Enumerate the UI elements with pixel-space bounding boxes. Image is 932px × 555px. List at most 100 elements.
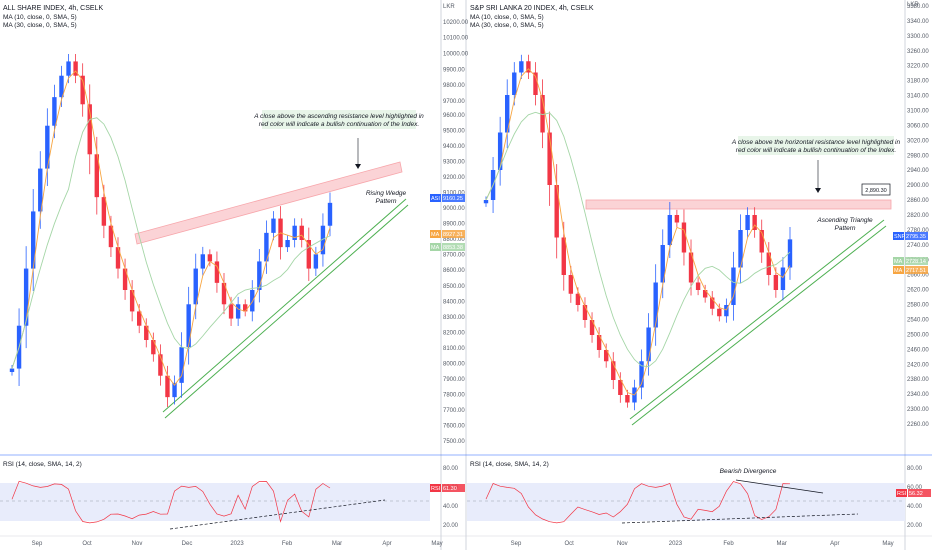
left-rsi-legend: RSI (14, close, SMA, 14, 2) [3,461,82,468]
right-candle-body [710,297,715,309]
right-horizontal-resistance-band [585,199,892,210]
left-axis-label: 7900.00 [443,377,465,383]
right-axis-label: 2780.00 [907,228,929,234]
right-axis-label: 2340.00 [907,392,929,398]
right-candle-body [596,335,602,350]
left-ma10-badge-tag: MA [431,232,440,238]
left-candle-body [151,340,156,355]
right-candle-body [695,282,701,290]
middle-axis-label: LKR [443,4,455,10]
right-rsi-legend: RSI (14, close, SMA, 14, 2) [470,461,549,468]
right-candle-body [639,361,644,388]
right-axis-label: 3260.00 [907,49,929,55]
left-candle-body [59,75,64,98]
left-ma10-badge-value: 8927.31 [443,232,463,238]
left-axis-label: 7600.00 [443,423,465,429]
left-arrow-head [355,164,361,169]
right-rsi-badge-tag: RSI [897,491,907,497]
left-candle-body [129,290,135,312]
right-candle-body [681,222,687,253]
right-triangle-support-2 [629,219,885,420]
left-price-badge-tag-bg [430,194,441,202]
right-ma30-line [485,111,791,368]
right-axis-label: 3300.00 [907,34,929,40]
left-axis-label: 9600.00 [443,113,465,119]
level-label-box[interactable] [861,183,891,196]
right-axis-label: 2900.00 [907,183,929,189]
left-axis-label: 8100.00 [443,346,465,352]
right-axis-label: 2980.00 [907,153,929,159]
right-candle-body [667,215,673,245]
left-annotation-line-1: A close above the ascending resistance l… [253,113,424,120]
right-axis-label: 2740.00 [907,243,929,249]
right-rsi-tick: 60.00 [907,485,923,491]
right-candle-body [773,275,779,290]
right-axis-label: 2820.00 [907,213,929,219]
left-axis-label: 8600.00 [443,268,465,274]
left-candle-body [45,125,50,169]
left-candle-body [144,325,149,340]
left-candle-body [38,168,43,212]
left-price-pane[interactable] [0,0,441,455]
right-axis-label: 2940.00 [907,168,929,174]
left-axis-label: 7700.00 [443,408,465,414]
left-candle-body [137,311,142,326]
left-candle-body [158,354,163,376]
right-pattern-line-2: Pattern [835,225,856,232]
left-candle-body [306,240,311,269]
left-candle-body [73,61,78,76]
ma-overlays [11,68,791,396]
left-ma30-badge-tag: MA [431,245,440,251]
bearish-divergence-line [735,479,824,494]
right-annotation-line-2: red color will indicate a bullish contin… [736,147,897,154]
right-ma10-badge-tag-bg [893,266,904,274]
left-candle-body [87,104,92,155]
left-candle-body [228,304,234,319]
right-candle-body [625,395,630,403]
right-candle-body [554,185,559,238]
right-ma30-badge-value-bg [905,257,928,265]
left-rsi-line [11,480,331,524]
right-ma10-legend: MA (10, close, 0, SMA, 5) [470,14,544,21]
right-candle-body [646,327,651,362]
left-candle-body [285,240,290,248]
left-rsi-trendline [169,499,386,530]
left-ma10-badge-tag-bg [430,230,441,238]
right-rsi-badge-value-bg [908,489,931,497]
right-ma10-badge-tag: MA [894,268,903,274]
left-candle-body [80,75,85,105]
left-price-badge-value-bg [442,194,465,202]
right-candle-body [766,252,771,275]
right-rsi-tick: 20.00 [907,523,923,529]
right-time-label: Sep [511,541,522,547]
left-axis-label: 8000.00 [443,361,465,367]
left-candle-body [179,347,184,383]
left-rsi-badge-value: 61.30 [443,486,457,492]
right-annotation-line-1: A close above the horizontal resistance … [731,139,901,146]
right-ma10-badge-value-bg [905,266,928,274]
left-candle-body [52,97,57,126]
right-ma30-badge-tag-bg [893,257,904,265]
right-candle-body [497,132,503,170]
middle-axis-label: 10100.00 [443,36,469,42]
price-badges: ASI9160.25MA8927.31MA8853.38SNPSL202795.… [430,194,931,497]
left-axis-label: 8900.00 [443,222,465,228]
left-candle-body [101,197,107,226]
left-candle-body [23,268,29,326]
right-title: S&P SRI LANKA 20 INDEX, 4h, CSELK [470,5,594,12]
left-wedge-support-2 [162,198,407,413]
left-time-label: Mar [332,541,342,547]
left-rsi-badge-tag-bg [430,484,441,492]
left-candle-body [243,304,248,312]
right-axis-label: 2860.00 [907,198,929,204]
left-annotation-bg [262,110,416,129]
right-candle-body [717,308,722,317]
right-axis-label: 2540.00 [907,318,929,324]
left-candle-body [292,225,297,240]
left-candle-body [207,254,213,262]
right-rsi-badge-tag-bg [896,489,907,497]
left-axis-label: 9000.00 [443,206,465,212]
left-ma30-badge-value: 8853.38 [443,245,463,251]
left-candle-body [9,368,15,372]
right-annotation-bg [738,136,894,155]
